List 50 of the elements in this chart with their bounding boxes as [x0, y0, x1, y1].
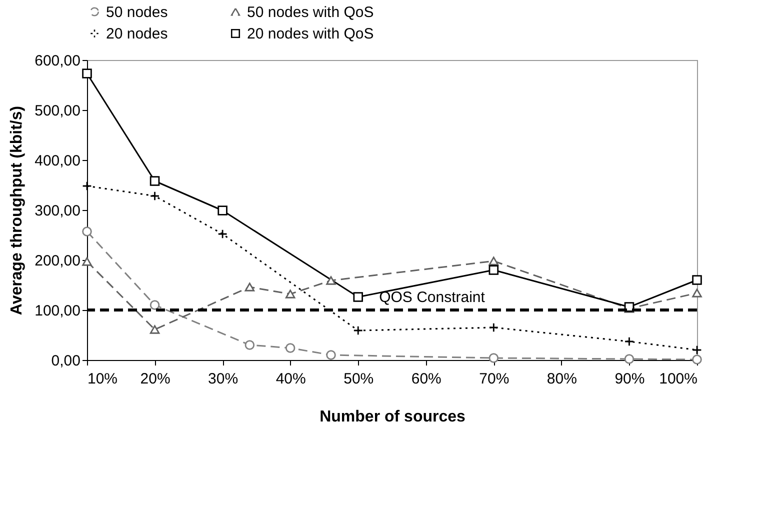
point: [285, 343, 296, 353]
x-tick-label: 100%: [659, 370, 698, 388]
y-axis-title: Average throughput (kbit/s): [8, 106, 26, 316]
point: [285, 290, 296, 298]
point: [150, 325, 160, 334]
y-tick-label: 100,00: [34, 302, 80, 320]
legend-label: 50 nodes: [106, 4, 168, 21]
legend-label: 50 nodes with QoS: [247, 4, 374, 21]
point: [150, 191, 160, 201]
x-tick-label: 80%: [546, 370, 577, 388]
x-tick-label: 30%: [208, 370, 238, 388]
point: [244, 282, 255, 292]
x-tick-label: 70%: [479, 370, 510, 388]
x-tick-label: 10%: [88, 370, 118, 388]
y-tick-label: 400,00: [34, 152, 80, 170]
point: [82, 68, 92, 78]
point: [692, 275, 702, 285]
point: [488, 256, 499, 266]
y-tick-label: 600,00: [34, 52, 80, 70]
y-tick-label: 300,00: [34, 202, 80, 220]
point: [218, 229, 228, 239]
x-tick-label: 60%: [411, 370, 442, 388]
point: [692, 288, 702, 298]
point: [326, 350, 336, 360]
point: [488, 265, 499, 275]
point: [488, 322, 499, 332]
point: [692, 345, 702, 355]
legend-label: 20 nodes with QoS: [247, 26, 374, 42]
point: [624, 354, 634, 364]
x-axis-title: Number of sources: [320, 408, 466, 426]
point: [150, 176, 160, 186]
point: [82, 226, 92, 236]
point: [353, 292, 363, 302]
point: [82, 181, 92, 191]
x-tick-label: 90%: [614, 370, 645, 388]
point: [488, 353, 499, 363]
point: [353, 326, 363, 336]
ref-line-label: QOS Constraint: [379, 289, 486, 306]
point: [624, 336, 634, 346]
y-tick-label: 200,00: [34, 252, 80, 270]
x-tick-label: 40%: [276, 370, 306, 388]
x-tick-label: 20%: [140, 370, 170, 388]
x-tick-label: 50%: [344, 370, 374, 388]
point: [326, 276, 336, 285]
point: [150, 300, 160, 310]
point: [218, 206, 228, 216]
y-tick-label: 0,00: [51, 352, 80, 370]
point: [244, 340, 255, 350]
y-tick-label: 500,00: [34, 102, 80, 120]
legend-label: 20 nodes: [106, 26, 168, 42]
